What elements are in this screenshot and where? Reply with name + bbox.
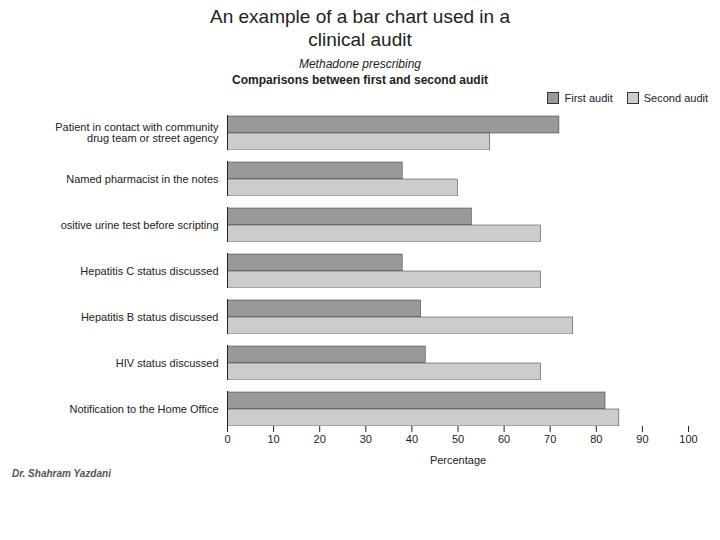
svg-text:Hepatitis B status discussed: Hepatitis B status discussed — [81, 310, 219, 322]
svg-text:HIV status discussed: HIV status discussed — [116, 356, 219, 368]
html-text:Second audit: Second audit — [643, 92, 708, 104]
svg-text:20: 20 — [314, 433, 326, 445]
svg-text:50: 50 — [452, 433, 464, 445]
svg-text:70: 70 — [544, 433, 556, 445]
html-text:First audit: First audit — [564, 92, 613, 104]
svg-text:0: 0 — [224, 433, 230, 445]
svg-text:Patient in contact with commun: Patient in contact with communitydrug te… — [55, 121, 219, 144]
svg-text:Named pharmacist in the notes: Named pharmacist in the notes — [66, 172, 219, 184]
html-text:An example of a bar chart used: An example of a bar chart used in a clin… — [210, 6, 510, 50]
svg-text:Percentage: Percentage — [430, 453, 486, 465]
svg-text:Notification to the Home Offic: Notification to the Home Office — [70, 402, 219, 414]
html-text:Dr. Shahram Yazdani: Dr. Shahram Yazdani — [12, 468, 111, 479]
html-text:Comparisons between first and: Comparisons between first and second aud… — [232, 72, 488, 87]
svg-text:10: 10 — [267, 433, 279, 445]
html-text:Methadone prescribing: Methadone prescribing — [299, 56, 421, 71]
svg-text:60: 60 — [498, 433, 510, 445]
svg-text:100: 100 — [679, 433, 697, 445]
svg-text:80: 80 — [590, 433, 602, 445]
svg-text:40: 40 — [406, 433, 418, 445]
svg-text:ositive urine test before scri: ositive urine test before scripting — [61, 218, 219, 230]
svg-text:30: 30 — [360, 433, 372, 445]
svg-text:90: 90 — [636, 433, 648, 445]
svg-text:Hepatitis C status discussed: Hepatitis C status discussed — [80, 264, 218, 276]
